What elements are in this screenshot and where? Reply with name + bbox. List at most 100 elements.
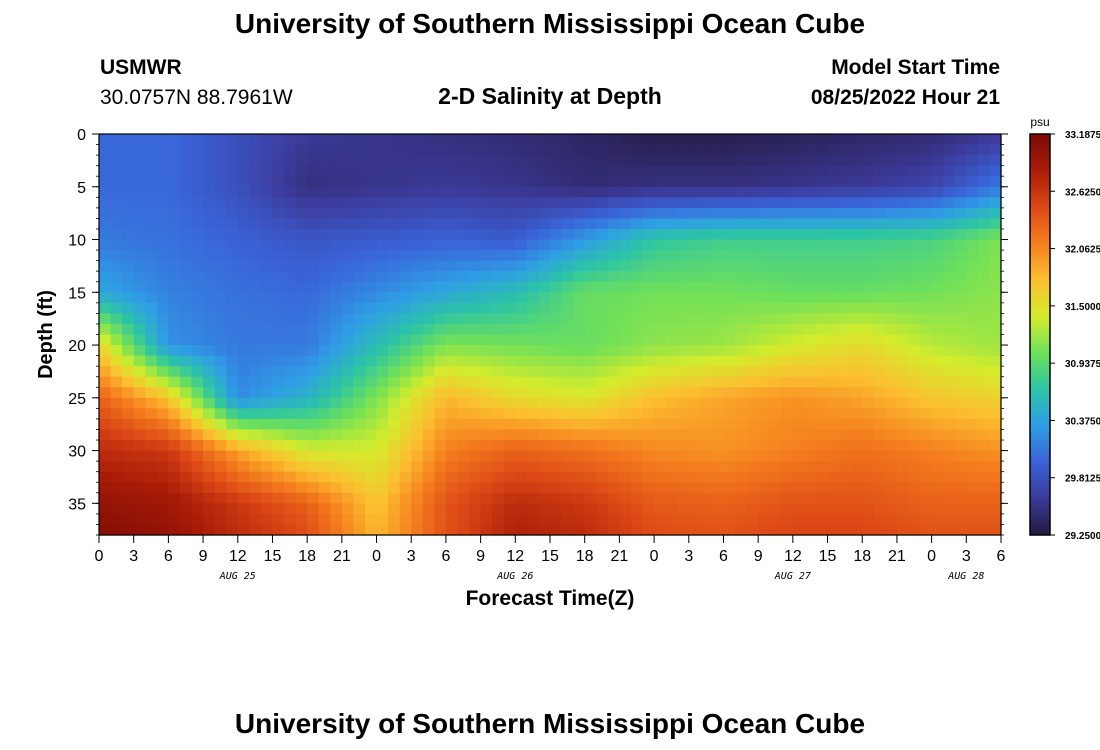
heatmap-cell: [249, 313, 262, 325]
heatmap-cell: [203, 260, 216, 272]
heatmap-cell: [573, 429, 586, 441]
heatmap-cell: [492, 323, 505, 336]
heatmap-cell: [515, 260, 528, 272]
heatmap-cell: [931, 176, 944, 188]
heatmap-cell: [364, 524, 378, 536]
heatmap-cell: [99, 165, 112, 177]
heatmap-cell: [168, 281, 181, 293]
heatmap-cell: [596, 134, 609, 146]
heatmap-cell: [607, 376, 620, 388]
heatmap-cell: [596, 408, 609, 420]
heatmap-cell: [827, 165, 840, 177]
heatmap-cell: [295, 397, 308, 409]
heatmap-cell: [388, 513, 401, 526]
heatmap-cell: [735, 418, 748, 431]
heatmap-cell: [237, 345, 250, 357]
heatmap-cell: [665, 408, 678, 420]
heatmap-cell: [781, 250, 794, 262]
heatmap-cell: [434, 292, 447, 304]
heatmap-cell: [318, 503, 331, 515]
heatmap-cell: [885, 503, 898, 515]
heatmap-cell: [457, 197, 470, 209]
heatmap-cell: [827, 440, 840, 452]
heatmap-cell: [503, 165, 516, 177]
heatmap-cell: [295, 503, 308, 515]
heatmap-cell: [688, 387, 701, 399]
heatmap-cell: [237, 376, 250, 388]
heatmap-cell: [110, 513, 123, 526]
heatmap-cell: [735, 271, 748, 283]
heatmap-cell: [584, 334, 597, 346]
heatmap-cell: [815, 207, 829, 220]
heatmap-cell: [434, 207, 447, 220]
heatmap-cell: [376, 281, 389, 293]
heatmap-cell: [341, 271, 355, 283]
heatmap-cell: [156, 313, 169, 325]
heatmap-cell: [457, 155, 470, 167]
heatmap-cell: [260, 492, 274, 504]
heatmap-cell: [353, 461, 366, 473]
heatmap-cell: [607, 429, 620, 441]
heatmap-cell: [179, 334, 193, 346]
heatmap-cell: [908, 302, 921, 314]
heatmap-cell: [411, 155, 424, 167]
date-label: AUG 26: [496, 571, 533, 582]
heatmap-cell: [758, 397, 771, 409]
heatmap-cell: [388, 207, 401, 220]
heatmap-cell: [457, 408, 470, 420]
heatmap-cell: [295, 155, 308, 167]
heatmap-cell: [492, 429, 505, 441]
heatmap-cell: [746, 186, 759, 198]
heatmap-cell: [526, 334, 540, 346]
heatmap-cell: [966, 323, 979, 336]
heatmap-cell: [191, 334, 204, 346]
heatmap-cell: [862, 176, 875, 188]
heatmap-cell: [920, 440, 933, 452]
heatmap-cell: [896, 387, 910, 399]
heatmap-cell: [607, 418, 620, 431]
heatmap-cell: [492, 334, 505, 346]
heatmap-cell: [758, 387, 771, 399]
heatmap-cell: [168, 250, 181, 262]
heatmap-cell: [515, 513, 528, 526]
heatmap-cell: [954, 471, 967, 483]
heatmap-cell: [492, 186, 505, 198]
heatmap-cell: [492, 250, 505, 262]
heatmap-cell: [538, 239, 551, 251]
heatmap-cell: [469, 271, 482, 283]
heatmap-cell: [873, 239, 886, 251]
heatmap-cell: [469, 366, 482, 378]
x-axis-label: Forecast Time(Z): [466, 587, 635, 610]
heatmap-cell: [434, 513, 447, 526]
heatmap-cell: [318, 186, 331, 198]
heatmap-cell: [688, 376, 701, 388]
heatmap-cell: [411, 313, 424, 325]
heatmap-cell: [399, 281, 412, 293]
heatmap-cell: [896, 482, 910, 494]
heatmap-cell: [179, 292, 193, 304]
heatmap-cell: [156, 450, 169, 462]
heatmap-cell: [827, 155, 840, 167]
heatmap-cell: [862, 302, 875, 314]
heatmap-cell: [145, 429, 158, 441]
heatmap-cell: [758, 313, 771, 325]
heatmap-cell: [908, 471, 921, 483]
heatmap-cell: [422, 461, 435, 473]
heatmap-cell: [839, 239, 852, 251]
heatmap-cell: [688, 366, 701, 378]
heatmap-cell: [862, 408, 875, 420]
heatmap-cell: [596, 345, 609, 357]
heatmap-cell: [561, 281, 574, 293]
heatmap-cell: [445, 387, 459, 399]
heatmap-cell: [758, 176, 771, 188]
heatmap-cell: [989, 429, 1002, 441]
heatmap-cell: [445, 440, 459, 452]
heatmap-cell: [526, 471, 540, 483]
heatmap-cell: [815, 503, 829, 515]
heatmap-cell: [966, 418, 979, 431]
heatmap-cell: [723, 524, 736, 536]
heatmap-cell: [341, 155, 355, 167]
heatmap-cell: [642, 144, 655, 156]
heatmap-cell: [769, 260, 782, 272]
heatmap-cell: [550, 408, 563, 420]
